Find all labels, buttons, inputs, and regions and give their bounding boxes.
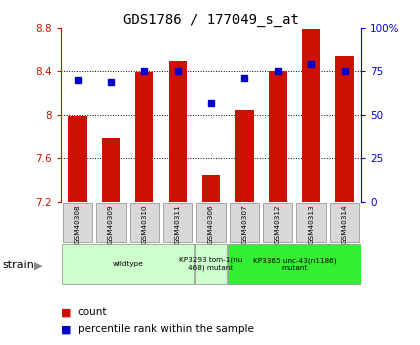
FancyBboxPatch shape [62,244,194,284]
Bar [302,29,320,202]
Text: KP3293 tom-1(nu
468) mutant: KP3293 tom-1(nu 468) mutant [179,257,243,271]
FancyBboxPatch shape [230,203,259,243]
FancyBboxPatch shape [96,203,126,243]
Text: GSM40311: GSM40311 [175,205,181,244]
Bar [168,61,187,202]
Text: ■: ■ [61,325,71,334]
Text: wildtype: wildtype [112,261,143,267]
Text: GSM40307: GSM40307 [241,205,247,244]
Text: GSM40310: GSM40310 [141,205,147,244]
Text: GSM40312: GSM40312 [275,205,281,244]
FancyBboxPatch shape [297,203,326,243]
FancyBboxPatch shape [228,244,360,284]
FancyBboxPatch shape [163,203,192,243]
Text: ▶: ▶ [34,261,43,270]
Bar [269,71,287,202]
FancyBboxPatch shape [130,203,159,243]
Text: KP3365 unc-43(n1186)
mutant: KP3365 unc-43(n1186) mutant [253,257,336,271]
FancyBboxPatch shape [330,203,359,243]
Text: GSM40314: GSM40314 [341,205,347,244]
Bar [135,72,153,202]
Text: GSM40308: GSM40308 [75,205,81,244]
FancyBboxPatch shape [263,203,292,243]
Bar [202,175,220,202]
Bar [68,116,87,202]
Text: count: count [78,307,107,317]
Bar [235,110,254,202]
Text: GSM40309: GSM40309 [108,205,114,244]
Bar [102,138,120,202]
Text: percentile rank within the sample: percentile rank within the sample [78,325,254,334]
Text: ■: ■ [61,307,71,317]
FancyBboxPatch shape [63,203,92,243]
Bar [335,56,354,202]
Text: strain: strain [2,260,34,269]
Text: GSM40306: GSM40306 [208,205,214,244]
FancyBboxPatch shape [197,203,226,243]
Title: GDS1786 / 177049_s_at: GDS1786 / 177049_s_at [123,12,299,27]
Text: GSM40313: GSM40313 [308,205,314,244]
FancyBboxPatch shape [195,244,227,284]
